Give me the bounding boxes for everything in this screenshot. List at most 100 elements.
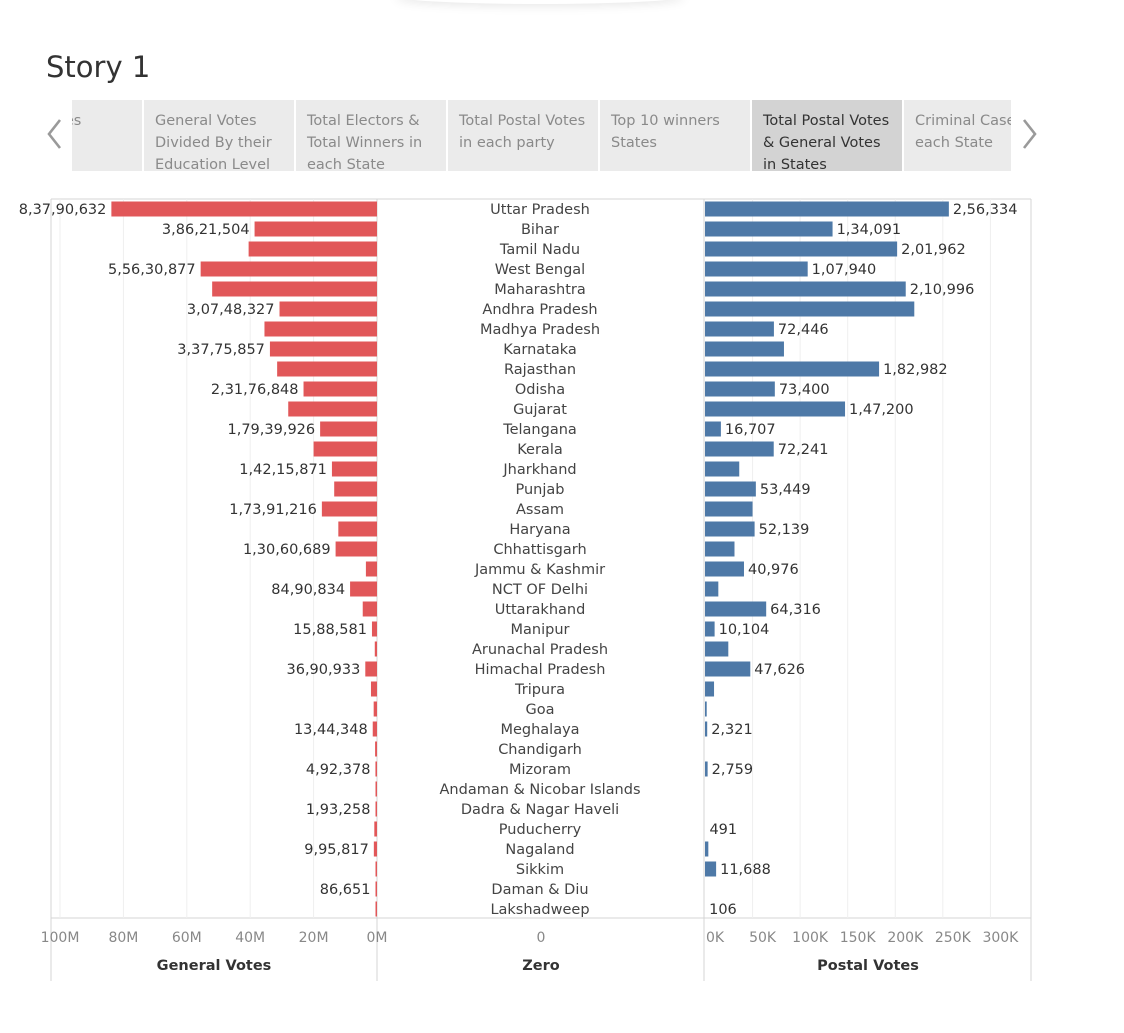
category-label: Tripura	[514, 682, 565, 698]
x-tick-label: 200K	[887, 930, 924, 946]
category-label: Lakshadweep	[490, 902, 589, 918]
tab-label: Top 10 winners States	[611, 113, 720, 151]
category-label: Himachal Pradesh	[475, 662, 606, 678]
tab-label: Total Electors & Total Winners in each S…	[307, 113, 423, 171]
x-tick-label: 50K	[749, 930, 777, 946]
postal-votes-bar	[705, 401, 846, 417]
general-votes-data-label: 13,44,348	[294, 722, 368, 738]
postal-votes-bar	[705, 721, 708, 737]
category-label: Karnataka	[503, 342, 577, 358]
postal-votes-data-label: 491	[709, 822, 737, 838]
tab-total-postal-votes-party[interactable]: Total Postal Votes in each party	[448, 100, 598, 171]
x-tick-label: 150K	[840, 930, 877, 946]
postal-votes-bar	[705, 261, 808, 277]
general-votes-bar	[248, 241, 377, 257]
next-arrow-icon[interactable]	[1018, 117, 1040, 151]
general-votes-bar	[375, 901, 377, 917]
general-votes-bar	[321, 501, 377, 517]
general-votes-bar	[375, 801, 377, 817]
postal-votes-bar	[705, 441, 774, 457]
category-label: Madhya Pradesh	[480, 322, 600, 338]
postal-votes-bar	[705, 341, 784, 357]
general-votes-data-label: 2,31,76,848	[211, 382, 299, 398]
tab-top-10-winners-states[interactable]: Top 10 winners States	[600, 100, 750, 171]
general-votes-bar	[331, 461, 377, 477]
postal-votes-data-label: 2,321	[711, 722, 753, 738]
general-votes-bar	[200, 261, 377, 277]
previous-arrow-icon[interactable]	[44, 117, 66, 151]
general-votes-bar	[362, 601, 377, 617]
category-label: Odisha	[515, 382, 565, 398]
general-votes-bar	[320, 421, 377, 437]
postal-votes-data-label: 1,47,200	[849, 402, 914, 418]
category-label: Sikkim	[516, 862, 564, 878]
category-label: Andhra Pradesh	[482, 302, 597, 318]
tab-criminal-cases-state[interactable]: Criminal Cases in each State	[904, 100, 1011, 171]
postal-votes-data-label: 64,316	[770, 602, 821, 618]
general-votes-bar	[371, 621, 377, 637]
postal-votes-bar	[705, 521, 755, 537]
tab-general-votes-education[interactable]: General Votes Divided By their Education…	[144, 100, 294, 171]
general-votes-data-label: 86,651	[320, 882, 371, 898]
postal-votes-bars	[705, 201, 949, 877]
postal-votes-bar	[705, 201, 949, 217]
tab-postal-general-votes-states[interactable]: Total Postal Votes & General Votes in St…	[752, 100, 902, 171]
general-votes-bar	[375, 781, 377, 797]
postal-votes-bar	[705, 461, 740, 477]
general-votes-data-label: 3,37,75,857	[177, 342, 265, 358]
general-votes-data-label: 15,88,581	[293, 622, 367, 638]
category-label: Daman & Diu	[491, 882, 588, 898]
category-label: Nagaland	[505, 842, 574, 858]
tab-total-electors-winners[interactable]: Total Electors & Total Winners in each S…	[296, 100, 446, 171]
x-tick-label: 100M	[41, 930, 80, 946]
postal-votes-bar	[705, 481, 756, 497]
category-label: West Bengal	[495, 262, 585, 278]
category-label: Andaman & Nicobar Islands	[440, 782, 641, 798]
postal-votes-bar	[705, 661, 751, 677]
category-label: Maharashtra	[494, 282, 586, 298]
category-label: Goa	[526, 702, 555, 718]
postal-votes-data-label: 72,241	[778, 442, 829, 458]
postal-votes-bar	[705, 421, 721, 437]
category-label: Bihar	[521, 222, 559, 238]
postal-votes-data-label: 2,759	[712, 762, 754, 778]
x-tick-label: 60M	[172, 930, 202, 946]
postal-votes-bar	[705, 321, 774, 337]
chart-grid	[59, 199, 991, 918]
postal-votes-bar	[705, 861, 717, 877]
general-votes-bar	[365, 661, 377, 677]
general-votes-bar	[375, 741, 377, 757]
postal-votes-bar	[705, 281, 906, 297]
general-votes-bar	[365, 561, 377, 577]
general-votes-bars	[111, 201, 377, 917]
postal-votes-data-label: 52,139	[759, 522, 810, 538]
category-label: Chhattisgarh	[493, 542, 586, 558]
postal-votes-bar	[705, 301, 915, 317]
general-votes-data-label: 36,90,933	[287, 662, 361, 678]
postal-votes-bar	[705, 581, 719, 597]
tab-label: Total Postal Votes in each party	[459, 113, 586, 151]
postal-votes-bar	[705, 381, 775, 397]
general-votes-bar	[350, 581, 377, 597]
general-votes-bar	[372, 721, 377, 737]
category-label: Rajasthan	[504, 362, 576, 378]
postal-votes-axis-title: Postal Votes	[817, 958, 919, 974]
x-tick-label: 0M	[367, 930, 388, 946]
general-votes-bar	[370, 681, 377, 697]
postal-votes-bar	[705, 241, 898, 257]
postal-votes-bar	[705, 361, 880, 377]
postal-votes-data-label: 2,10,996	[910, 282, 975, 298]
category-label: Meghalaya	[500, 722, 579, 738]
general-votes-bar	[335, 541, 377, 557]
general-votes-bar	[313, 441, 377, 457]
postal-votes-bar	[705, 681, 715, 697]
postal-votes-data-label: 47,626	[754, 662, 805, 678]
postal-votes-bar	[705, 541, 735, 557]
general-votes-bar	[288, 401, 377, 417]
postal-votes-data-label: 16,707	[725, 422, 776, 438]
chart-labels: Uttar Pradesh 8,37,90,632 2,56,334 Bihar 3,8…	[19, 202, 1018, 918]
tab-total-votes[interactable]: Total Votes	[72, 100, 142, 171]
general-votes-data-label: 1,79,39,926	[227, 422, 315, 438]
category-label: Haryana	[509, 522, 570, 538]
